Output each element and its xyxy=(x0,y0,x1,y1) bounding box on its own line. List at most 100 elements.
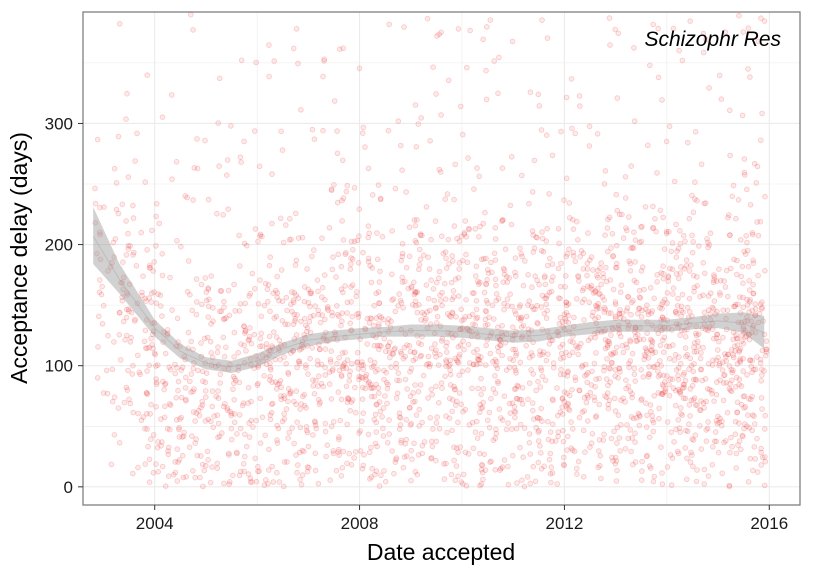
data-point xyxy=(408,420,415,427)
data-point xyxy=(499,332,506,339)
data-point xyxy=(703,398,709,405)
data-point xyxy=(738,319,745,326)
data-point xyxy=(559,319,566,325)
data-point xyxy=(480,385,487,392)
data-point xyxy=(454,359,461,365)
data-point xyxy=(530,232,536,238)
data-point xyxy=(584,283,591,290)
data-point xyxy=(555,333,562,339)
data-point xyxy=(716,338,722,345)
data-point xyxy=(192,474,199,481)
data-point xyxy=(752,366,759,373)
data-point xyxy=(521,425,528,431)
data-point xyxy=(744,314,750,320)
data-point xyxy=(367,476,373,482)
data-point xyxy=(495,348,502,355)
data-point xyxy=(198,453,204,459)
data-point xyxy=(225,287,232,294)
data-point xyxy=(473,306,480,313)
data-point xyxy=(483,308,490,315)
data-point xyxy=(452,386,459,392)
data-point xyxy=(323,453,329,460)
data-point xyxy=(123,218,129,224)
data-point xyxy=(659,470,665,476)
data-point xyxy=(575,274,582,280)
data-point xyxy=(608,245,614,251)
data-point xyxy=(355,259,362,266)
data-point xyxy=(453,313,459,320)
data-point xyxy=(195,367,201,374)
data-point xyxy=(677,429,683,436)
data-point xyxy=(319,235,325,241)
data-point xyxy=(493,358,500,365)
data-point xyxy=(746,287,753,293)
data-point xyxy=(372,368,379,375)
data-point xyxy=(214,460,221,467)
data-point xyxy=(455,419,461,426)
data-point xyxy=(623,225,629,231)
data-point xyxy=(666,392,673,399)
data-point xyxy=(431,330,438,337)
data-point xyxy=(259,233,265,240)
data-point xyxy=(710,279,717,286)
data-point xyxy=(526,439,533,446)
data-point xyxy=(543,132,550,139)
data-point xyxy=(693,323,699,330)
data-point xyxy=(466,422,473,428)
data-point xyxy=(723,267,730,274)
data-point xyxy=(200,378,206,385)
data-point xyxy=(746,424,753,431)
data-point xyxy=(673,426,679,433)
data-point xyxy=(616,365,622,372)
data-point xyxy=(97,256,104,263)
data-point xyxy=(362,373,369,380)
data-point xyxy=(517,359,524,366)
data-point xyxy=(754,354,760,360)
data-point xyxy=(401,24,407,30)
data-point xyxy=(269,171,275,177)
data-point xyxy=(673,221,679,228)
data-point xyxy=(350,247,356,253)
data-point xyxy=(396,410,403,417)
data-point xyxy=(564,373,571,379)
data-point xyxy=(723,379,730,386)
data-point xyxy=(649,350,656,356)
data-point xyxy=(125,306,132,313)
data-point xyxy=(130,252,136,258)
data-point xyxy=(217,288,224,294)
data-point xyxy=(304,328,310,335)
data-point xyxy=(462,218,469,224)
data-point xyxy=(520,322,527,329)
data-point xyxy=(199,368,206,375)
data-point xyxy=(636,412,643,418)
data-point xyxy=(534,319,540,326)
data-point xyxy=(280,483,287,490)
data-point xyxy=(303,427,310,434)
data-point xyxy=(345,396,352,403)
data-point xyxy=(698,398,704,404)
data-point xyxy=(671,178,678,185)
data-point xyxy=(653,326,660,333)
data-point xyxy=(592,289,598,295)
data-point xyxy=(636,294,643,301)
data-point xyxy=(492,435,499,442)
data-point xyxy=(125,174,132,180)
data-point xyxy=(612,299,619,305)
data-point xyxy=(573,296,580,302)
data-point xyxy=(568,445,575,452)
data-point xyxy=(178,243,184,250)
data-point xyxy=(518,315,525,322)
data-point xyxy=(533,424,539,431)
data-point xyxy=(715,413,721,420)
data-point xyxy=(748,318,754,325)
data-point xyxy=(319,312,326,318)
data-point xyxy=(563,175,570,182)
data-point xyxy=(126,281,133,288)
data-point xyxy=(473,418,480,425)
data-point xyxy=(273,313,280,320)
data-point xyxy=(728,347,735,353)
data-point xyxy=(750,322,757,329)
data-point xyxy=(412,302,419,309)
data-point xyxy=(419,232,425,239)
grid-lines xyxy=(83,12,800,505)
